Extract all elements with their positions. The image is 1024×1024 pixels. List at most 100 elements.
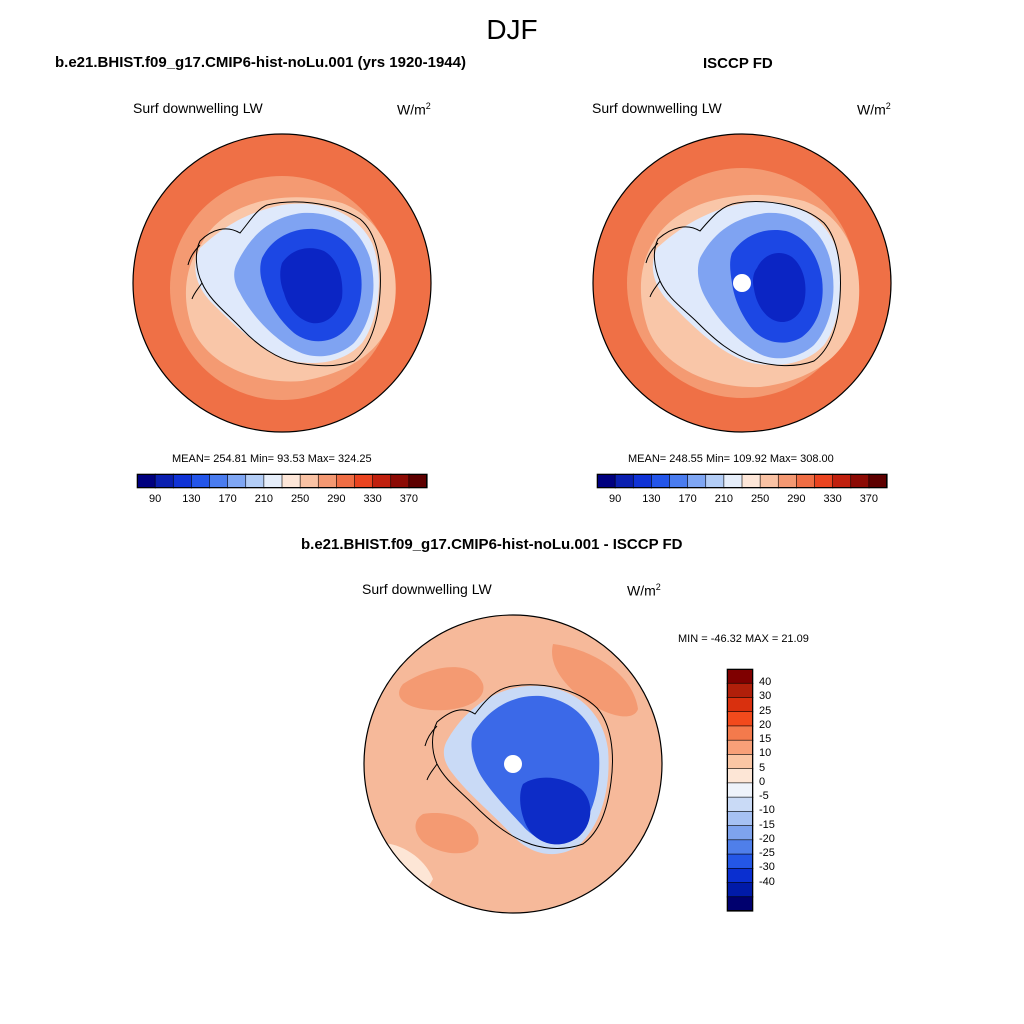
panel-2-colorbar-tick-label: 330 bbox=[823, 493, 842, 505]
diff-colorbar-swatch bbox=[726, 739, 754, 756]
panel-2-colorbar-swatch bbox=[759, 473, 779, 489]
panel-2-colorbar-swatch bbox=[850, 473, 870, 489]
diff-colorbar-tick-label: 10 bbox=[759, 747, 772, 760]
panel-1-units-exponent: 2 bbox=[425, 101, 431, 111]
panel-1-colorbar-swatch bbox=[336, 473, 356, 489]
panel-2-colorbar-swatch bbox=[868, 473, 888, 489]
diff-panel-stats: MIN = -46.32 MAX = 21.09 bbox=[678, 633, 809, 645]
diff-colorbar-swatch bbox=[726, 711, 754, 727]
panel-1-colorbar-swatch bbox=[299, 473, 319, 489]
panel-1-colorbar-swatch bbox=[227, 473, 247, 489]
panel-1-colorbar-swatch bbox=[372, 473, 392, 489]
diff-panel-pole-hole bbox=[504, 755, 522, 773]
diff-colorbar-tick-label: -40 bbox=[759, 875, 775, 888]
panel-2-peninsula bbox=[645, 242, 661, 298]
panel-1-peninsula bbox=[187, 244, 203, 300]
panel-2-colorbar-swatch bbox=[614, 473, 634, 489]
panel-1-colorbar-tick-label: 250 bbox=[290, 493, 310, 505]
diff-colorbar-swatch bbox=[726, 811, 754, 827]
panel-2-colorbar-tick-label: 370 bbox=[859, 493, 879, 505]
diff-colorbar-swatch bbox=[726, 782, 754, 798]
panel-1-title: b.e21.BHIST.f09_g17.CMIP6-hist-noLu.001 … bbox=[55, 54, 466, 71]
panel-1-colorbar-swatch bbox=[281, 473, 301, 489]
diff-panel-title: b.e21.BHIST.f09_g17.CMIP6-hist-noLu.001 … bbox=[301, 536, 683, 553]
panel-1-colorbar-swatch bbox=[354, 473, 374, 489]
diff-colorbar-swatch bbox=[726, 825, 754, 841]
panel-2-colorbar-swatch bbox=[741, 473, 761, 489]
panel-2-colorbar-swatch bbox=[832, 473, 852, 489]
panel-2-colorbar-tick-label: 250 bbox=[750, 493, 770, 505]
diff-colorbar-tick-label: 5 bbox=[759, 761, 766, 774]
panel-2-colorbar-swatch bbox=[651, 473, 671, 489]
diff-colorbar-swatch bbox=[726, 768, 754, 784]
panel-1-colorbar-tick-label: 130 bbox=[182, 493, 201, 505]
panel-2-units-base: W/m bbox=[857, 101, 886, 118]
panel-2-units-exponent: 2 bbox=[885, 101, 891, 111]
panel-1-colorbar-tick-label: 170 bbox=[218, 493, 237, 505]
diff-colorbar-tick-label: 40 bbox=[759, 676, 772, 689]
panel-2-colorbar-swatch bbox=[705, 473, 725, 489]
panel-1-polar-map bbox=[132, 133, 432, 433]
diff-colorbar-tick-label: -5 bbox=[759, 790, 769, 803]
panel-1-map-border bbox=[132, 133, 432, 433]
panel-1-colorbar-swatch bbox=[136, 473, 156, 489]
panel-2-coastline bbox=[653, 201, 841, 367]
panel-2-colorbar-tick-label: 130 bbox=[642, 493, 661, 505]
diff-panel-units-base: W/m bbox=[627, 582, 656, 599]
panel-1-stats: MEAN= 254.81 Min= 93.53 Max= 324.25 bbox=[172, 453, 372, 465]
panel-1-colorbar-swatch bbox=[191, 473, 211, 489]
panel-1-colorbar-swatch bbox=[317, 473, 337, 489]
diff-panel-polar-map bbox=[363, 614, 663, 914]
panel-2-colorbar-swatch bbox=[687, 473, 707, 489]
panel-1-colorbar-swatch bbox=[390, 473, 410, 489]
panel-1-colorbar-tick-label: 330 bbox=[363, 493, 382, 505]
diff-colorbar-swatch bbox=[726, 853, 754, 869]
diff-colorbar-swatch bbox=[726, 796, 754, 812]
panel-1-colorbar-tick-label: 210 bbox=[254, 493, 274, 505]
panel-2-colorbar-tick-label: 90 bbox=[609, 493, 622, 505]
diff-panel-warm-patch-1 bbox=[399, 667, 484, 711]
diff-colorbar-tick-label: 15 bbox=[759, 733, 772, 746]
diff-colorbar-tick-label: 0 bbox=[759, 775, 766, 788]
diff-panel-variable-label: Surf downwelling LW bbox=[362, 581, 492, 597]
panel-2-antarctica-core bbox=[753, 252, 806, 323]
panel-1-colorbar-swatch bbox=[154, 473, 174, 489]
diff-colorbar-tick-label: -20 bbox=[759, 832, 775, 845]
panel-1-units: W/m2 bbox=[397, 101, 431, 118]
diff-panel-antarctica-deep bbox=[520, 777, 591, 845]
panel-2-colorbar-swatch bbox=[777, 473, 797, 489]
diff-colorbar-swatch bbox=[726, 896, 754, 912]
diff-colorbar-tick-label: 25 bbox=[759, 704, 772, 717]
panel-1-colorbar-swatch bbox=[172, 473, 192, 489]
panel-2-colorbar-swatch bbox=[669, 473, 689, 489]
panel-1-antarctica-core bbox=[280, 248, 343, 324]
panel-2-colorbar-tick-label: 170 bbox=[678, 493, 697, 505]
panel-1-colorbar bbox=[136, 473, 428, 489]
panel-1-variable-label: Surf downwelling LW bbox=[133, 100, 263, 116]
panel-2-variable-label: Surf downwelling LW bbox=[592, 100, 722, 116]
diff-panel-units: W/m2 bbox=[627, 582, 661, 599]
diff-colorbar-swatch bbox=[726, 867, 754, 884]
panel-2-colorbar-swatch bbox=[796, 473, 816, 489]
panel-1-colorbar-swatch bbox=[245, 473, 265, 489]
diff-colorbar-swatch bbox=[726, 697, 754, 713]
diff-panel-colorbar bbox=[726, 668, 754, 912]
diff-colorbar-swatch bbox=[726, 882, 754, 898]
diff-colorbar-tick-label: 20 bbox=[759, 718, 772, 731]
panel-2-colorbar bbox=[596, 473, 888, 489]
diff-colorbar-swatch bbox=[726, 668, 754, 684]
panel-2-colorbar-tick-label: 210 bbox=[714, 493, 734, 505]
panel-2-pole-hole bbox=[733, 274, 751, 292]
diff-panel-peninsula bbox=[424, 725, 438, 781]
diff-colorbar-swatch bbox=[726, 839, 754, 855]
panel-1-colorbar-tick-label: 370 bbox=[399, 493, 419, 505]
panel-1-colorbar-swatch bbox=[209, 473, 229, 489]
diff-panel-warm-patch-3 bbox=[415, 813, 479, 854]
panel-2-colorbar-swatch bbox=[632, 473, 652, 489]
season-title: DJF bbox=[486, 14, 538, 45]
diff-panel-units-exponent: 2 bbox=[655, 582, 661, 592]
diff-colorbar-tick-label: 30 bbox=[759, 690, 772, 703]
panel-2-units: W/m2 bbox=[857, 101, 891, 118]
panel-2-map-border bbox=[592, 133, 892, 433]
panel-2-polar-map bbox=[592, 133, 892, 433]
